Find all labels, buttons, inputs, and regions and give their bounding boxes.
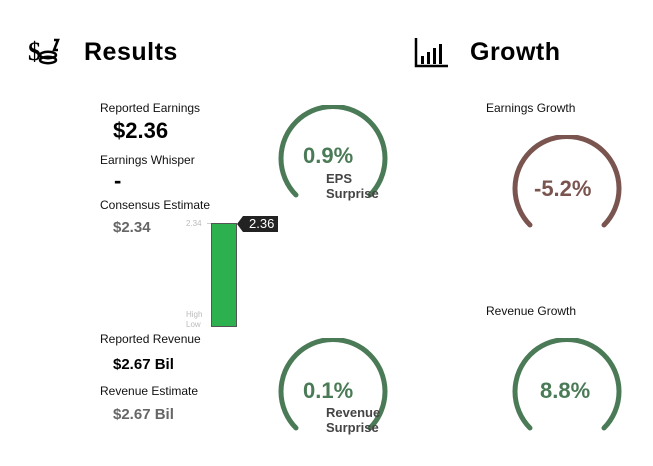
revenue-estimate-value: $2.67 Bil bbox=[113, 406, 174, 423]
revenue-growth-label: Revenue Growth bbox=[486, 304, 577, 318]
svg-text:$: $ bbox=[28, 37, 41, 66]
revenue-growth-value: 8.8% bbox=[540, 378, 591, 403]
results-title: Results bbox=[84, 38, 178, 66]
eps-value-flag: 2.36 bbox=[236, 216, 279, 232]
eps-surprise-gauge bbox=[278, 104, 388, 215]
reported-revenue-value: $2.67 Bil bbox=[113, 356, 174, 373]
bar-chart-icon bbox=[414, 36, 450, 68]
consensus-estimate-value: $2.34 bbox=[113, 219, 151, 236]
reported-earnings-label: Reported Earnings bbox=[100, 101, 201, 115]
revenue-estimate-label: Revenue Estimate bbox=[100, 384, 199, 398]
eps-surprise-value: 0.9% bbox=[303, 143, 354, 168]
revenue-surprise-line2: Surprise bbox=[326, 420, 379, 435]
eps-bar-top-tick: 2.34 bbox=[186, 219, 202, 228]
eps-bar-tick-line bbox=[207, 223, 211, 224]
eps-surprise-line1: EPS bbox=[326, 171, 353, 186]
earnings-whisper-label: Earnings Whisper bbox=[100, 153, 195, 167]
earnings-growth-label: Earnings Growth bbox=[486, 101, 576, 115]
revenue-growth-gauge bbox=[512, 337, 622, 448]
reported-revenue-label: Reported Revenue bbox=[100, 332, 201, 346]
reported-earnings-value: $2.36 bbox=[113, 118, 169, 143]
revenue-surprise-line1: Revenue bbox=[326, 405, 381, 420]
earnings-whisper-value: - bbox=[114, 168, 122, 193]
eps-surprise-line2: Surprise bbox=[326, 186, 379, 201]
growth-title: Growth bbox=[470, 38, 561, 66]
revenue-surprise-value: 0.1% bbox=[303, 378, 354, 403]
earnings-growth-gauge bbox=[512, 134, 622, 245]
eps-bar-high-label: High bbox=[186, 310, 203, 319]
eps-bar-low-label: Low bbox=[186, 320, 201, 329]
revenue-surprise-gauge bbox=[278, 337, 388, 448]
eps-bar bbox=[211, 223, 237, 327]
money-coins-icon: $ bbox=[28, 36, 62, 68]
earnings-growth-value: -5.2% bbox=[534, 176, 592, 201]
consensus-estimate-label: Consensus Estimate bbox=[100, 198, 211, 212]
